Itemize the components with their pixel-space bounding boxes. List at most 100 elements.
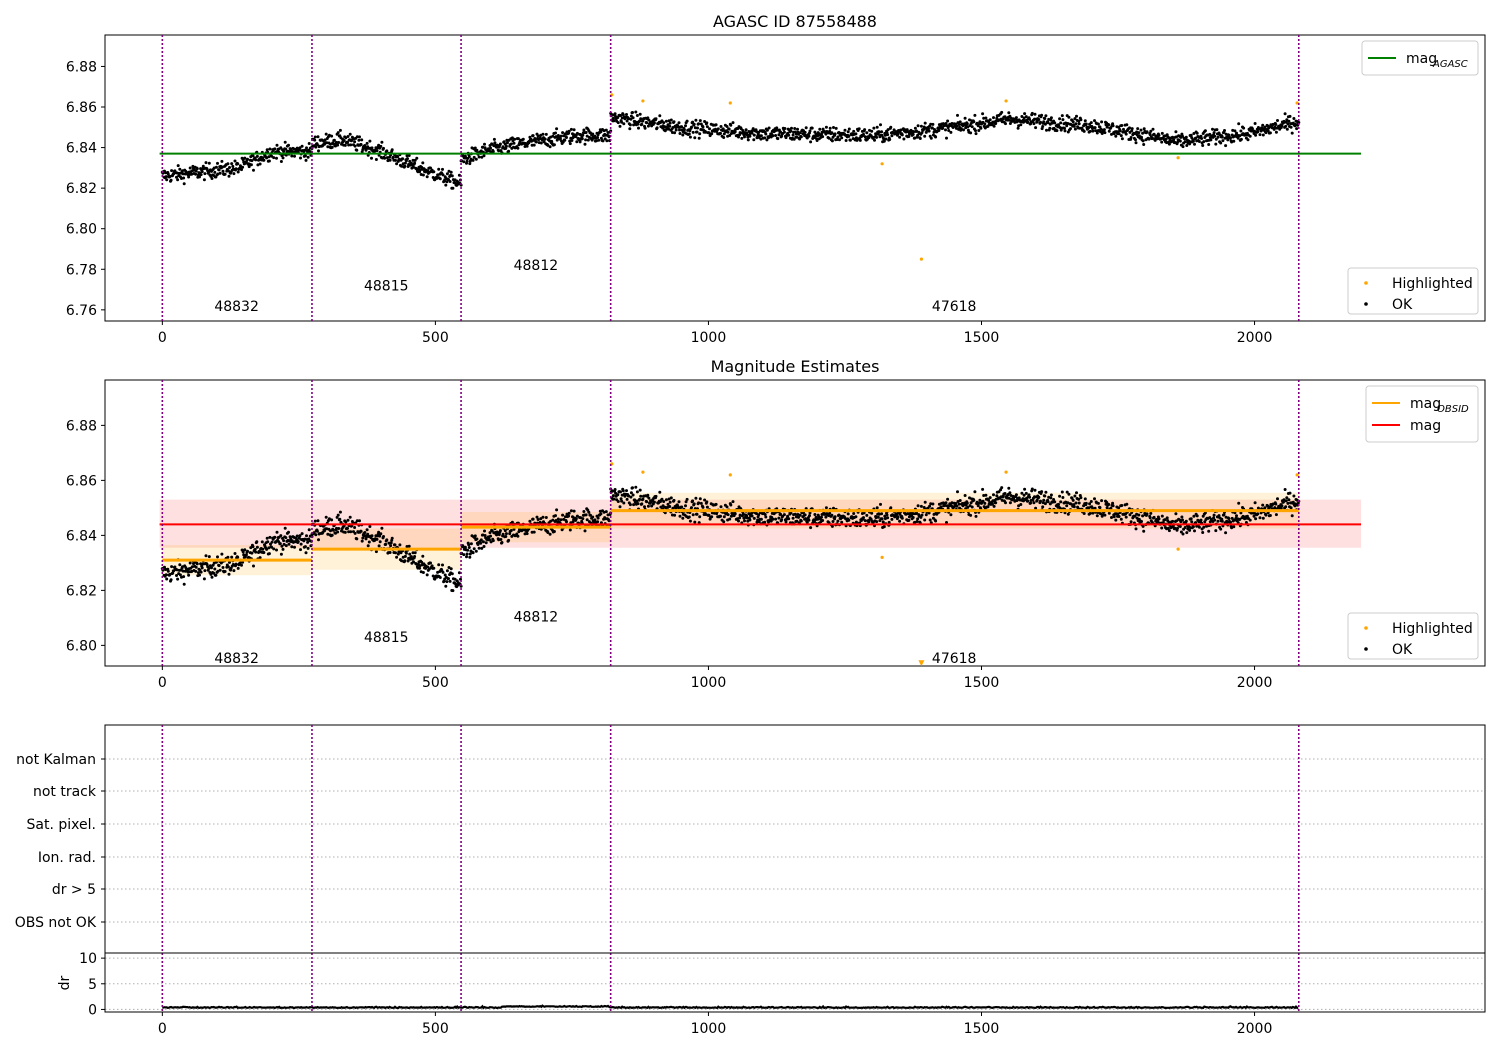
middle-ok-point <box>1075 491 1078 495</box>
dr-plot-area: 0 5 10 0 500 1000 1500 2000 <box>79 951 1486 1037</box>
middle-ok-point <box>510 520 514 524</box>
middle-ok-point <box>977 501 981 505</box>
middle-ok-point <box>611 494 615 498</box>
middle-ok-point <box>1137 513 1141 517</box>
middle-point-legend-label-1: OK <box>1392 642 1413 658</box>
middle-ok-point <box>1022 493 1026 497</box>
top-ok-point <box>451 186 455 190</box>
top-ok-point <box>1000 110 1004 114</box>
top-ok-point <box>748 134 752 138</box>
middle-ok-point <box>1180 515 1184 519</box>
middle-ok-point <box>662 500 666 503</box>
top-ok-point <box>721 127 725 131</box>
middle-ok-point <box>1244 521 1248 524</box>
top-ok-point <box>349 143 353 147</box>
top-ok-point <box>1289 125 1293 129</box>
dr-panel: dr 0 5 10 0 500 1000 1500 2000 <box>57 951 1486 1037</box>
middle-ok-point <box>556 517 560 521</box>
middle-ok-point <box>365 528 369 532</box>
top-ok-point <box>247 165 251 169</box>
middle-ok-point <box>255 545 259 549</box>
top-ok-point <box>1284 124 1288 128</box>
top-ok-point <box>1045 128 1048 132</box>
top-ok-point <box>516 137 520 141</box>
middle-ok-point <box>194 569 198 573</box>
middle-ok-point <box>1089 500 1093 503</box>
top-ok-point <box>505 138 509 142</box>
middle-ok-point <box>516 534 520 538</box>
top-ok-point <box>360 138 364 142</box>
top-ok-point <box>1073 117 1077 121</box>
middle-ok-point <box>710 515 714 519</box>
middle-ok-point <box>438 576 442 579</box>
middle-ok-point <box>500 541 504 544</box>
middle-ok-point <box>1124 515 1128 519</box>
middle-ok-point <box>915 520 919 523</box>
top-ok-point <box>796 127 799 131</box>
middle-ok-point <box>1238 517 1242 521</box>
middle-ok-point <box>449 567 453 571</box>
top-ok-point <box>1053 121 1057 125</box>
middle-ok-point <box>984 493 988 497</box>
middle-ok-point <box>1285 496 1289 500</box>
middle-ok-point <box>431 574 435 578</box>
top-ok-point <box>1141 139 1145 143</box>
middle-ok-point <box>645 500 649 504</box>
middle-ok-point <box>795 519 799 523</box>
top-ok-point <box>1119 134 1123 138</box>
top-ok-point <box>489 146 492 150</box>
middle-ok-point <box>477 546 481 550</box>
middle-ok-point <box>722 515 726 519</box>
middle-ok-point <box>1043 502 1047 506</box>
middle-ok-point <box>965 501 969 505</box>
middle-ok-point <box>1199 518 1203 522</box>
top-ok-point <box>695 130 699 134</box>
middle-panel-title: Magnitude Estimates <box>711 357 880 376</box>
middle-ok-point <box>1253 501 1257 505</box>
middle-ok-point <box>1028 495 1032 499</box>
middle-ok-point <box>313 519 317 523</box>
top-ok-point <box>1037 118 1041 121</box>
middle-ok-point <box>1093 506 1097 510</box>
top-ok-point <box>1290 131 1294 135</box>
middle-ok-point <box>236 566 240 570</box>
middle-ok-point <box>234 562 238 566</box>
middle-ok-point <box>946 497 950 501</box>
middle-ok-point <box>335 515 339 519</box>
middle-ok-point <box>329 529 332 533</box>
middle-ok-point <box>664 498 668 502</box>
middle-ok-point <box>195 562 199 566</box>
middle-ok-point <box>1091 511 1095 515</box>
middle-ok-point <box>1230 516 1234 520</box>
top-ok-point <box>708 127 711 131</box>
top-ok-point <box>1236 136 1240 140</box>
top-ok-point <box>687 132 691 136</box>
middle-ok-point <box>1261 503 1265 507</box>
top-ok-point <box>368 139 372 143</box>
top-ok-point <box>697 122 701 126</box>
middle-ok-point <box>202 577 206 581</box>
middle-ok-point <box>1088 502 1092 506</box>
top-ok-point <box>1274 130 1278 134</box>
top-ok-point <box>516 146 520 150</box>
middle-ok-point <box>1140 520 1143 523</box>
middle-ok-point <box>1193 529 1196 533</box>
top-ok-point <box>355 148 359 152</box>
top-ok-point <box>359 143 363 146</box>
top-ytick-label-3: 6.82 <box>66 181 97 197</box>
middle-ok-point <box>631 486 634 490</box>
top-ok-point <box>281 156 285 160</box>
top-ok-point <box>716 127 720 131</box>
top-ok-point <box>979 126 983 130</box>
top-point-legend <box>1347 267 1479 315</box>
top-ok-point <box>965 122 969 126</box>
middle-ytick-label-3: 6.86 <box>66 473 97 489</box>
middle-ok-point <box>854 515 858 519</box>
top-ok-point <box>1239 129 1243 133</box>
middle-ok-point <box>353 531 357 535</box>
middle-ok-point <box>880 517 884 521</box>
middle-ok-point <box>1093 497 1096 501</box>
middle-ok-point <box>567 511 571 515</box>
middle-ok-point <box>398 543 402 547</box>
